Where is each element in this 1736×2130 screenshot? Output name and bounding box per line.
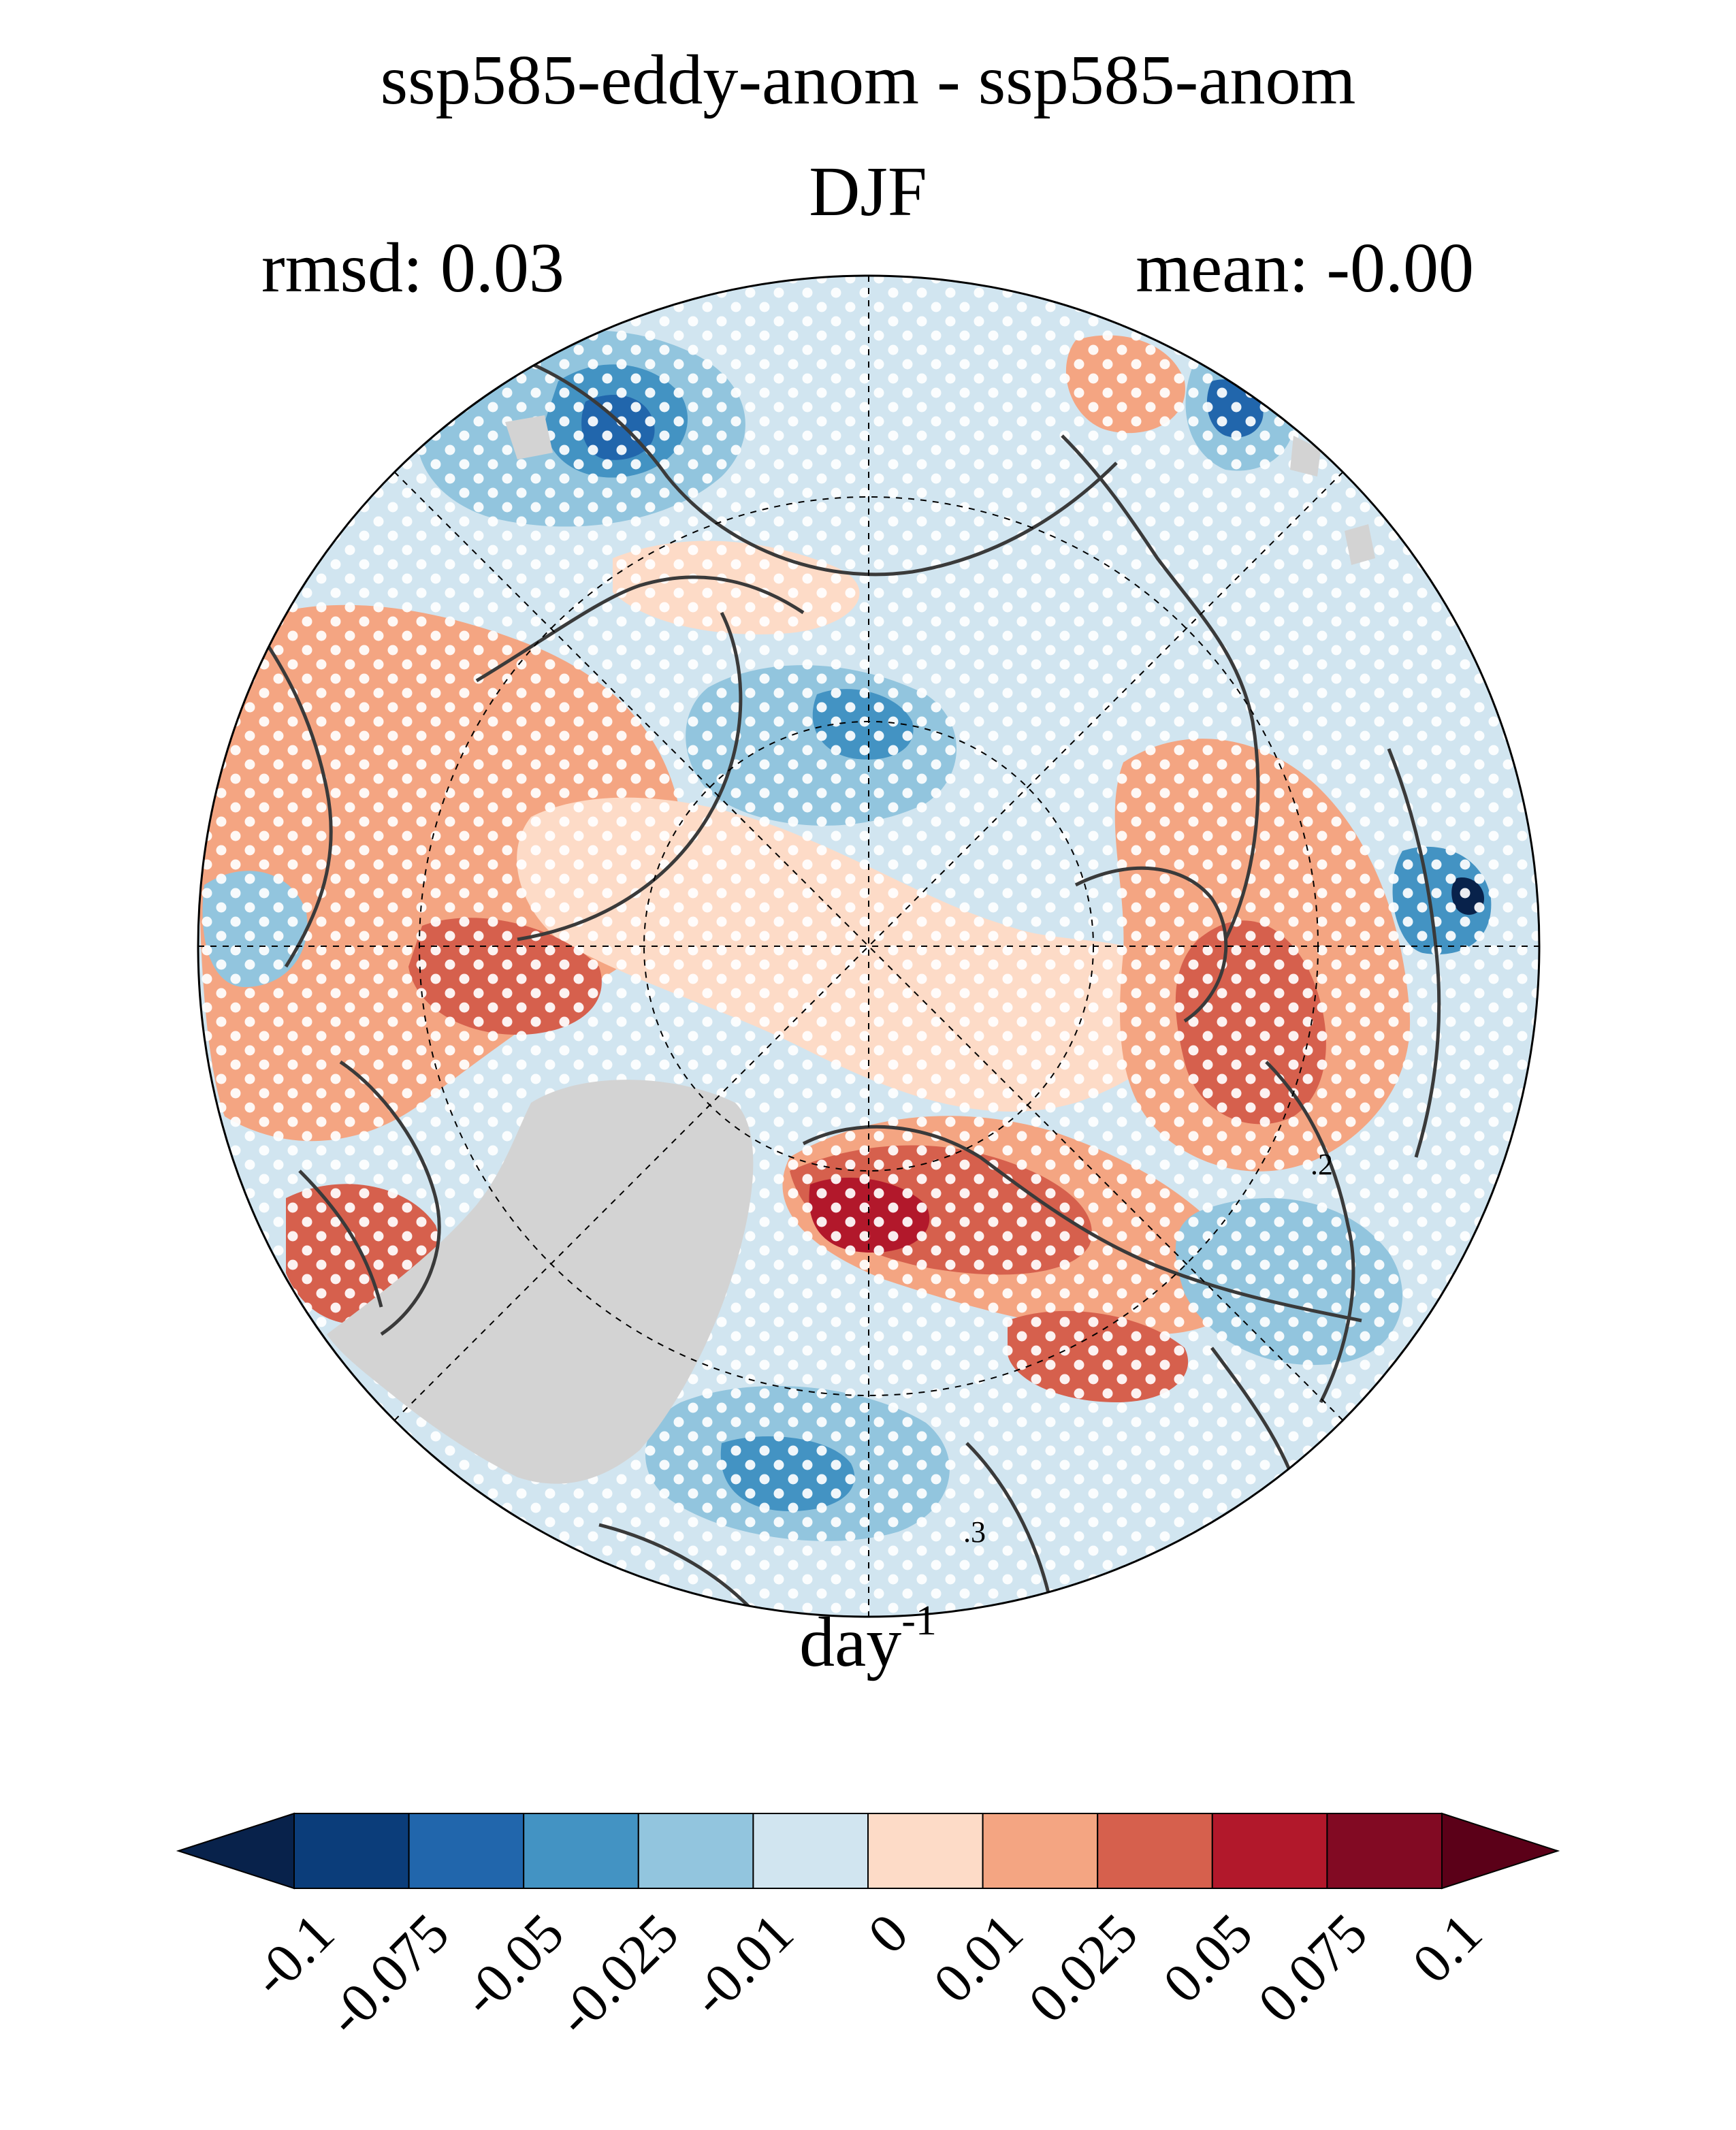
colorbar-swatch: [867, 1813, 984, 1889]
colorbar-tick-label: 0.1: [1400, 1902, 1494, 1995]
colorbar-tick-label: 0: [856, 1902, 920, 1965]
colorbar-swatch: [1097, 1813, 1213, 1889]
map-title: ssp585-eddy-anom - ssp585-anom: [380, 41, 1356, 119]
colorbar-swatch: [293, 1813, 410, 1889]
mask-patch-nw: [505, 415, 553, 459]
colorbar-tick-label: -0.025: [545, 1902, 690, 2048]
graticule: [198, 276, 1539, 1617]
colorbar-swatch: [523, 1813, 639, 1889]
colorbar-tick-labels: -0.1-0.075-0.05-0.025-0.01 0 0.010.025 0.05…: [240, 1902, 1494, 2048]
contour-lines: [243, 336, 1441, 1608]
colorbar-extend-min: [176, 1812, 295, 1890]
colorbar-swatch: [408, 1813, 525, 1889]
colorbar-swatch: [637, 1813, 754, 1889]
units-exponent: -1: [901, 1598, 937, 1644]
season-label: DJF: [809, 152, 927, 231]
colorbar-tick-label: 0.05: [1151, 1902, 1264, 2015]
map-boundary: [197, 274, 1541, 1618]
colorbar-swatch: [752, 1813, 869, 1889]
mask-patch-ne-2: [1345, 524, 1375, 565]
mask-patch-ne: [1290, 436, 1321, 477]
colorbar-tick-label: 0.025: [1016, 1902, 1149, 2035]
colorbar-units: day-1: [0, 1600, 1736, 1678]
colorbar-tick-label: -0.075: [315, 1902, 461, 2048]
contour-label-east: .2: [1311, 1148, 1333, 1181]
colorbar-swatch: [1211, 1813, 1328, 1889]
rmsd-label: rmsd: 0.03: [261, 229, 564, 307]
units-base: day: [799, 1603, 902, 1681]
colorbar-extend-max: [1441, 1812, 1560, 1890]
colorbar-tick-label: -0.01: [679, 1902, 805, 2028]
colorbar-tick-label: 0.075: [1247, 1902, 1379, 2035]
colorbar-tick-label: 0.01: [922, 1902, 1035, 2015]
greenland-mask: [327, 1080, 754, 1484]
map-disk: [198, 276, 1539, 1617]
colorbar-swatches: [176, 1812, 1560, 1890]
colorbar-swatch: [982, 1813, 1099, 1889]
contour-label-south: .3: [963, 1515, 986, 1549]
mean-label: mean: -0.00: [1136, 229, 1474, 307]
colorbar-swatch: [1326, 1813, 1443, 1889]
